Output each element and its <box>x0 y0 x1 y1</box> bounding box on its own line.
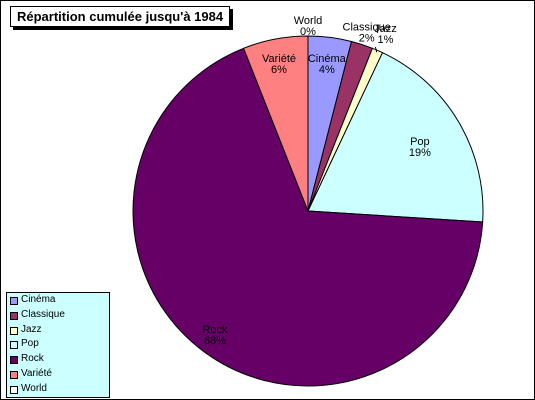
pie-slice-rock <box>132 47 484 387</box>
legend-item-pop: Pop <box>7 337 109 352</box>
slice-category-pop: Pop <box>410 136 430 148</box>
legend-label: Classique <box>21 308 65 320</box>
legend-label: Pop <box>21 338 39 350</box>
slice-percent-pop: 19% <box>409 147 431 159</box>
leader-line-jazz <box>374 46 378 53</box>
slice-category-rock: Rock <box>202 324 228 336</box>
legend-swatch <box>10 356 18 365</box>
legend-swatch <box>10 326 18 335</box>
legend-item-jazz: Jazz <box>7 323 109 338</box>
legend-label: Cinéma <box>21 294 56 305</box>
legend-item-rock: Rock <box>7 352 109 367</box>
slice-category-world: World <box>294 15 323 27</box>
slice-percent-variete: 6% <box>271 64 287 76</box>
legend-item-cinema: Cinéma <box>7 293 109 308</box>
slice-category-classique: Classique <box>343 21 391 33</box>
legend-label: Jazz <box>21 323 42 335</box>
slice-percent-jazz: 1% <box>377 34 393 46</box>
legend-swatch <box>10 311 18 320</box>
legend-swatch <box>10 385 18 394</box>
slice-category-cinema: Cinéma <box>308 53 347 65</box>
pie-slice-variete <box>242 35 309 212</box>
legend-item-variete: Variété <box>7 367 109 382</box>
slice-percent-classique: 2% <box>359 32 375 44</box>
legend-label: Rock <box>21 353 44 365</box>
slice-category-jazz: Jazz <box>374 23 397 35</box>
slice-percent-cinema: 4% <box>319 64 335 76</box>
legend-swatch <box>10 370 18 379</box>
legend-label: Variété <box>21 367 52 379</box>
pie-slices <box>132 35 484 387</box>
legend-swatch <box>10 297 18 305</box>
legend-item-classique: Classique <box>7 308 109 323</box>
pie-slice-pop <box>307 51 484 223</box>
slice-category-variete: Variété <box>262 53 296 65</box>
legend-label: World <box>21 382 47 394</box>
legend-swatch <box>10 341 18 350</box>
legend: Cinéma Classique Jazz Pop Rock Variété World <box>6 292 110 398</box>
slice-percent-world: 0% <box>300 26 316 38</box>
chart-title: Répartition cumulée jusqu'à 1984 <box>10 6 231 27</box>
slice-percent-rock: 68% <box>204 335 226 347</box>
legend-item-world: World <box>7 382 109 397</box>
